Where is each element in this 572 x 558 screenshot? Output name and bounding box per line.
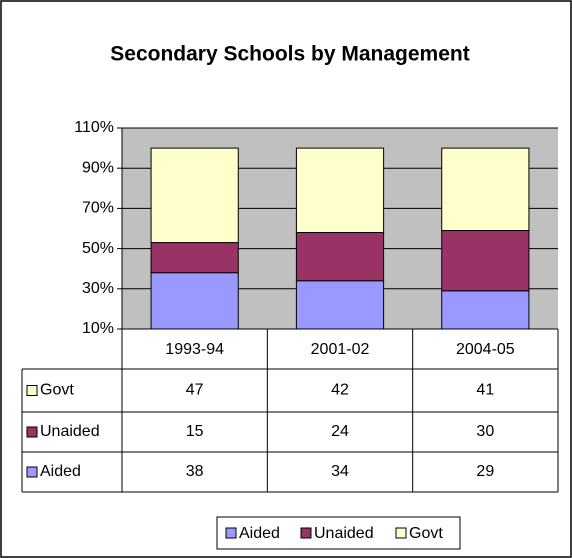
legend-label: Aided bbox=[239, 525, 280, 542]
x-tick-label: 1993-94 bbox=[165, 341, 224, 358]
bar-segment bbox=[295, 280, 385, 329]
table-cell: 47 bbox=[186, 382, 204, 399]
table-cell: 38 bbox=[186, 463, 204, 480]
y-tick-label: 50% bbox=[82, 240, 114, 257]
bar-segment bbox=[441, 290, 530, 329]
table-cell: 24 bbox=[331, 423, 349, 440]
legend-label: Unaided bbox=[314, 525, 374, 542]
table-legend-key bbox=[26, 385, 38, 396]
table-cell: 29 bbox=[476, 463, 494, 480]
y-tick-label: 10% bbox=[82, 320, 114, 337]
y-tick-label: 90% bbox=[82, 159, 114, 176]
bar-segment bbox=[441, 230, 530, 292]
y-tick-label: 110% bbox=[74, 119, 114, 136]
bar-segment bbox=[150, 242, 239, 274]
bar-segment bbox=[295, 232, 385, 282]
table-row-label: Aided bbox=[40, 463, 81, 480]
table-row-label: Unaided bbox=[40, 423, 100, 440]
legend-key bbox=[395, 527, 407, 539]
y-tick-label: 70% bbox=[82, 200, 114, 217]
legend-label: Govt bbox=[409, 525, 443, 542]
y-tick-label: 30% bbox=[82, 280, 114, 297]
x-tick-label: 2004-05 bbox=[456, 341, 515, 358]
table-cell: 30 bbox=[476, 423, 494, 440]
legend-key bbox=[300, 527, 312, 539]
legend-box bbox=[216, 516, 461, 550]
table-cell: 42 bbox=[331, 382, 349, 399]
bar-segment bbox=[150, 272, 239, 329]
x-tick-label: 2001-02 bbox=[311, 341, 370, 358]
bar-segment bbox=[295, 147, 385, 234]
legend-key bbox=[225, 527, 237, 539]
chart-title: Secondary Schools by Management bbox=[110, 43, 469, 66]
table-legend-key bbox=[26, 466, 38, 478]
table-cell: 41 bbox=[476, 382, 494, 399]
table-row-label: Govt bbox=[40, 382, 74, 399]
bar-segment bbox=[150, 147, 239, 244]
table-legend-key bbox=[26, 426, 38, 438]
table-cell: 15 bbox=[186, 423, 204, 440]
bar-segment bbox=[441, 147, 530, 232]
table-cell: 34 bbox=[331, 463, 349, 480]
